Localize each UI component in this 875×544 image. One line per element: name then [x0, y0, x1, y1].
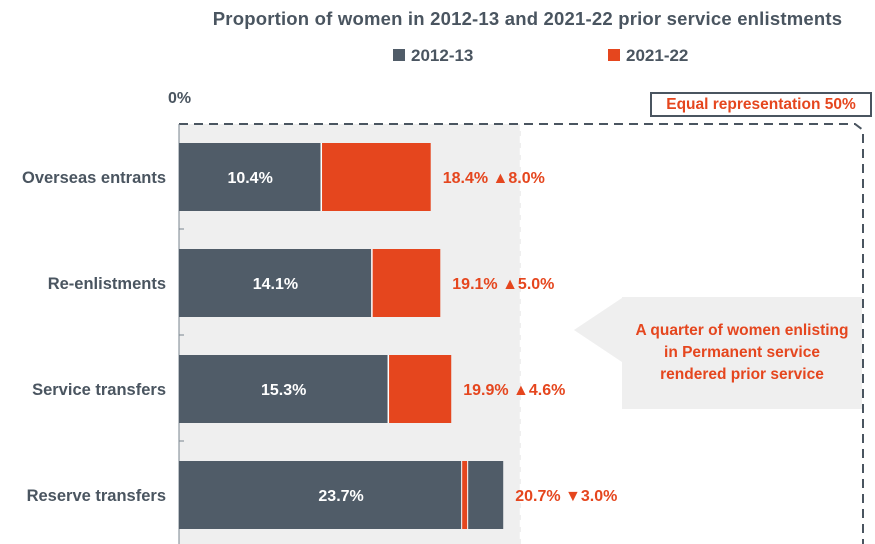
value-label-2012-13-reserve-transfers: 23.7%: [318, 488, 363, 505]
legend-label-2021-22: 2021-22: [626, 46, 689, 65]
callout-pointer: [574, 298, 622, 362]
bar-2012-13-reserve-transfers: [179, 461, 504, 529]
change-label-overseas-entrants: 18.4% ▲8.0%: [443, 170, 545, 187]
legend-swatch-2021-22: [608, 49, 620, 61]
bar-2021-22-re-enlistments: [371, 249, 441, 317]
change-label-re-enlistments: 19.1% ▲5.0%: [452, 276, 554, 293]
bar-2021-22-reserve-transfers: [462, 461, 468, 529]
value-label-2012-13-service-transfers: 15.3%: [261, 382, 306, 399]
category-label-service-transfers: Service transfers: [32, 381, 166, 399]
x-axis-tick-zero: 0%: [168, 90, 192, 107]
bar-2012-13-service-transfers: [179, 355, 389, 423]
bar-2021-22-overseas-entrants: [321, 143, 431, 211]
legend-swatch-2012-13: [393, 49, 405, 61]
change-label-reserve-transfers: 20.7% ▼3.0%: [515, 488, 617, 505]
bar-2012-13-re-enlistments: [179, 249, 372, 317]
chart-title: Proportion of women in 2012-13 and 2021-…: [212, 8, 843, 29]
category-label-overseas-entrants: Overseas entrants: [22, 169, 166, 187]
legend-item-2021-22: 2021-22: [608, 46, 688, 66]
category-label-reserve-transfers: Reserve transfers: [27, 487, 166, 505]
annotation-callout: A quarter of women enlisting in Permanen…: [622, 297, 862, 409]
legend-item-2012-13: 2012-13: [393, 46, 473, 66]
change-label-service-transfers: 19.9% ▲4.6%: [463, 382, 565, 399]
value-label-2012-13-overseas-entrants: 10.4%: [227, 170, 272, 187]
category-label-re-enlistments: Re-enlistments: [48, 275, 166, 293]
reference-line-50: [179, 123, 864, 544]
legend-label-2012-13: 2012-13: [411, 46, 474, 65]
bar-2021-22-service-transfers: [388, 355, 452, 423]
reference-line-label: Equal representation 50%: [650, 92, 872, 117]
value-label-2012-13-re-enlistments: 14.1%: [253, 276, 298, 293]
bar-2012-13-overseas-entrants: [179, 143, 322, 211]
